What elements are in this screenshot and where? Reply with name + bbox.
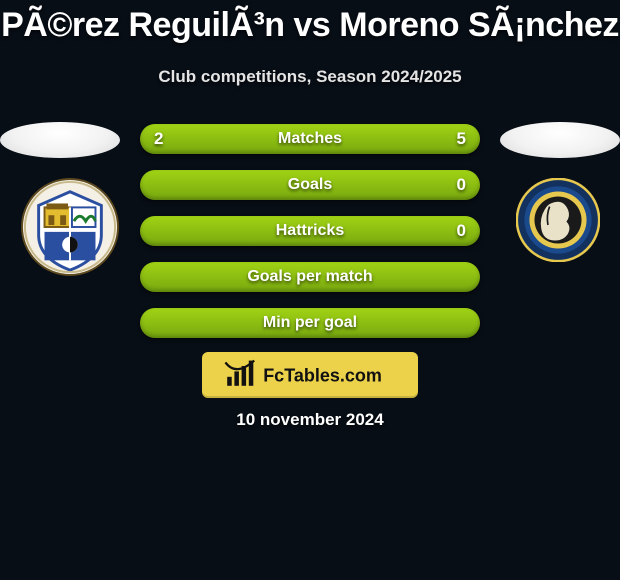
player-oval-left — [0, 122, 120, 158]
brand-text: FcTables.com — [263, 365, 382, 385]
stat-bar: Hattricks0 — [140, 216, 480, 246]
brand-box: FcTables.com — [202, 352, 418, 398]
stat-label: Goals per match — [140, 262, 480, 292]
stat-label: Min per goal — [140, 308, 480, 338]
stat-bars: 2Matches5Goals0Hattricks0Goals per match… — [140, 124, 480, 354]
stat-label: Hattricks — [140, 216, 480, 246]
stat-bar: 2Matches5 — [140, 124, 480, 154]
player-oval-right — [500, 122, 620, 158]
stat-label: Matches — [140, 124, 480, 154]
stat-right-value: 0 — [457, 216, 466, 246]
stat-label: Goals — [140, 170, 480, 200]
stat-bar: Goals per match — [140, 262, 480, 292]
stat-bar: Goals0 — [140, 170, 480, 200]
page-title: PÃ©rez ReguilÃ³n vs Moreno SÃ¡nchez — [0, 0, 620, 45]
club-badge-right — [516, 178, 600, 262]
footer-date: 10 november 2024 — [0, 410, 620, 430]
stat-right-value: 0 — [457, 170, 466, 200]
subtitle: Club competitions, Season 2024/2025 — [0, 67, 620, 87]
club-badge-left — [21, 178, 119, 276]
stat-right-value: 5 — [457, 124, 466, 154]
stat-bar: Min per goal — [140, 308, 480, 338]
